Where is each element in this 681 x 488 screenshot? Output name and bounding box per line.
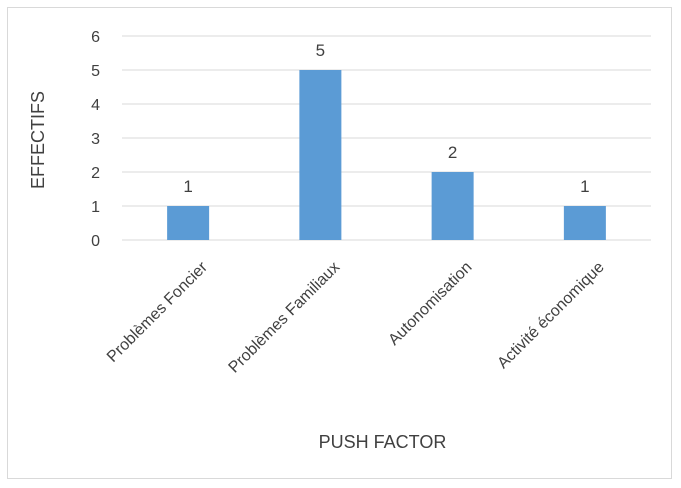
- x-tick-label: Autonomisation: [385, 259, 475, 349]
- y-tick-label: 5: [91, 63, 100, 80]
- x-tick-label: Activité économique: [494, 259, 607, 372]
- y-tick-label: 1: [91, 199, 100, 216]
- y-tick-label: 6: [91, 29, 100, 46]
- bar: [564, 206, 606, 240]
- y-axis-ticks: 0 1 2 3 4 5 6: [91, 29, 100, 250]
- x-axis-ticks: Problèmes Foncier Problèmes Familiaux Auto…: [104, 258, 608, 376]
- y-tick-label: 2: [91, 165, 100, 182]
- bar: [299, 70, 341, 240]
- y-tick-label: 4: [91, 97, 100, 114]
- bar: [167, 206, 209, 240]
- y-axis-title: EFFECTIFS: [28, 91, 48, 189]
- x-axis-title: PUSH FACTOR: [319, 432, 447, 452]
- x-tick-label: Problèmes Familiaux: [226, 259, 344, 377]
- data-label: 1: [580, 177, 589, 196]
- data-label: 2: [448, 143, 457, 162]
- y-tick-label: 3: [91, 131, 100, 148]
- data-label: 5: [316, 41, 325, 60]
- bars: [167, 70, 606, 240]
- x-tick-label: Problèmes Foncier: [104, 258, 211, 365]
- bar: [432, 172, 474, 240]
- y-tick-label: 0: [91, 233, 100, 250]
- data-label: 1: [183, 177, 192, 196]
